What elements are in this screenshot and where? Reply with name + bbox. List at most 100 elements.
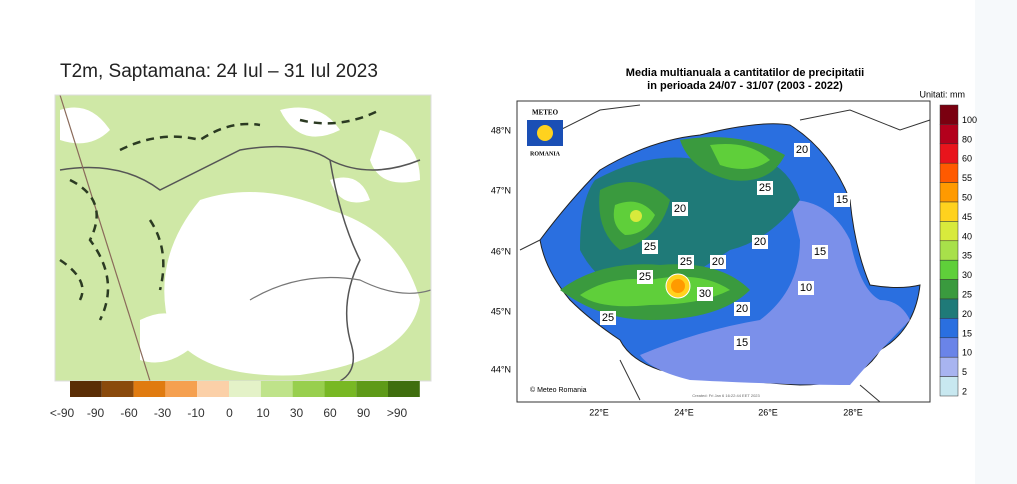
- colorbar-swatch: [939, 240, 959, 261]
- border: [59, 145, 421, 191]
- colorbar-label: 35: [962, 251, 972, 261]
- left-map: [54, 94, 432, 382]
- right-map: METEO ROMANIA © Meteo Romania Created: F…: [516, 100, 931, 403]
- legend-swatch: [70, 381, 102, 397]
- legend-label: 0: [226, 406, 233, 420]
- lon-label: 24°E: [674, 407, 694, 417]
- colorbar-label: 15: [962, 328, 972, 338]
- border: [59, 94, 151, 382]
- contour-label: 25: [639, 271, 651, 283]
- colorbar-label: 100: [962, 115, 977, 125]
- contour-label-box: [642, 240, 658, 254]
- legend-label: 60: [323, 406, 337, 420]
- colorbar-swatch: [939, 318, 959, 339]
- contour-label: 20: [674, 203, 686, 215]
- legend-label: <-90: [50, 406, 75, 420]
- colorbar-swatch: [939, 162, 959, 183]
- logo-text: ROMANIA: [530, 151, 561, 157]
- legend-swatch: [133, 381, 166, 397]
- legend-label: >90: [387, 406, 408, 420]
- contour-label: 20: [796, 144, 808, 156]
- colorbar-label: 10: [962, 348, 972, 358]
- legend-label: -90: [87, 406, 105, 420]
- border: [519, 104, 931, 403]
- contour-label-box: [834, 193, 850, 207]
- units: Unitati: mm: [919, 89, 965, 99]
- border: [249, 276, 432, 301]
- legend-label: 10: [256, 406, 270, 420]
- contour-label-box: [710, 255, 726, 269]
- lat-label: 46°N: [491, 246, 511, 256]
- contour-label: 25: [602, 312, 614, 324]
- legend: <-90 -90 -60 -30 -10 0 10 30 60 90 >90: [50, 381, 420, 420]
- area-10: [640, 200, 910, 385]
- contour-label-box: [757, 181, 773, 195]
- colorbar-label: 45: [962, 212, 972, 222]
- legend-swatch: [197, 381, 229, 397]
- legend-swatch: [229, 381, 261, 397]
- logo-sun: [537, 125, 553, 141]
- side-strip: [975, 0, 1017, 484]
- colorbar-swatch: [939, 259, 959, 280]
- colorbar-swatch: [939, 201, 959, 222]
- contour-label-box: [794, 143, 810, 157]
- legend-label: -60: [120, 406, 138, 420]
- map-area: [60, 107, 420, 363]
- legend-swatch: [388, 381, 420, 397]
- left-title: T2m, Saptamana: 24 Iul – 31 Iul 2023: [60, 61, 378, 82]
- colorbar-label: 5: [962, 367, 967, 377]
- border: [329, 159, 361, 382]
- contour-label: 25: [759, 182, 771, 194]
- contour-label-box: [798, 281, 814, 295]
- legend-swatch: [324, 381, 357, 397]
- legend-swatch: [101, 381, 134, 397]
- area-50: [671, 279, 685, 293]
- contour-label-box: [734, 336, 750, 350]
- contour-label: 10: [800, 282, 812, 294]
- copyright: © Meteo Romania: [530, 386, 587, 394]
- lat-label: 44°N: [491, 364, 511, 374]
- colorbar-label: 40: [962, 231, 972, 241]
- area-30: [580, 144, 770, 307]
- contour-label: 25: [680, 256, 692, 268]
- legend-label: -10: [187, 406, 205, 420]
- colorbar-swatch: [939, 337, 959, 358]
- colorbar-label: 20: [962, 309, 972, 319]
- colorbar-swatch: [939, 279, 959, 300]
- colorbar-label: 2: [962, 386, 967, 396]
- right-annotations: 48°N 47°N 46°N 45°N 44°N 22°E 24°E 26°E 28°E 100 8…: [491, 104, 977, 417]
- colorbar-swatch: [939, 104, 959, 125]
- lon-label: 22°E: [589, 407, 609, 417]
- legend-label: 30: [290, 406, 304, 420]
- contour-label: 15: [836, 194, 848, 206]
- colorbar-swatch: [939, 143, 959, 164]
- lon-label: 28°E: [843, 407, 863, 417]
- contour-label-box: [678, 255, 694, 269]
- lat-label: 48°N: [491, 125, 511, 135]
- contour-label: 15: [814, 246, 826, 258]
- contour-label: 15: [736, 337, 748, 349]
- contour-label: 20: [736, 303, 748, 315]
- colorbar-swatch: [939, 221, 959, 242]
- area-40: [630, 210, 642, 222]
- legend-swatch: [292, 381, 325, 397]
- contour-label: 20: [754, 236, 766, 248]
- contour-label-box: [600, 311, 616, 325]
- colorbar-swatch: [939, 356, 959, 377]
- map-area: [164, 192, 420, 376]
- lon-label: 26°E: [758, 407, 778, 417]
- right-subtitle: in perioada 24/07 - 31/07 (2003 - 2022): [647, 80, 843, 92]
- right-title: Media multianuala a cantitatilor de prec…: [626, 67, 864, 79]
- legend-swatch: [260, 381, 293, 397]
- legend-label: -30: [154, 406, 172, 420]
- contour: [59, 108, 381, 321]
- logo-text: METEO: [532, 109, 559, 117]
- colorbar-label: 50: [962, 192, 972, 202]
- contour-label-box: [637, 270, 653, 284]
- contour-label-box: [752, 235, 768, 249]
- legend-swatch: [356, 381, 388, 397]
- contour-label-box: [812, 245, 828, 259]
- lat-label: 47°N: [491, 185, 511, 195]
- legend-swatch: [165, 381, 198, 397]
